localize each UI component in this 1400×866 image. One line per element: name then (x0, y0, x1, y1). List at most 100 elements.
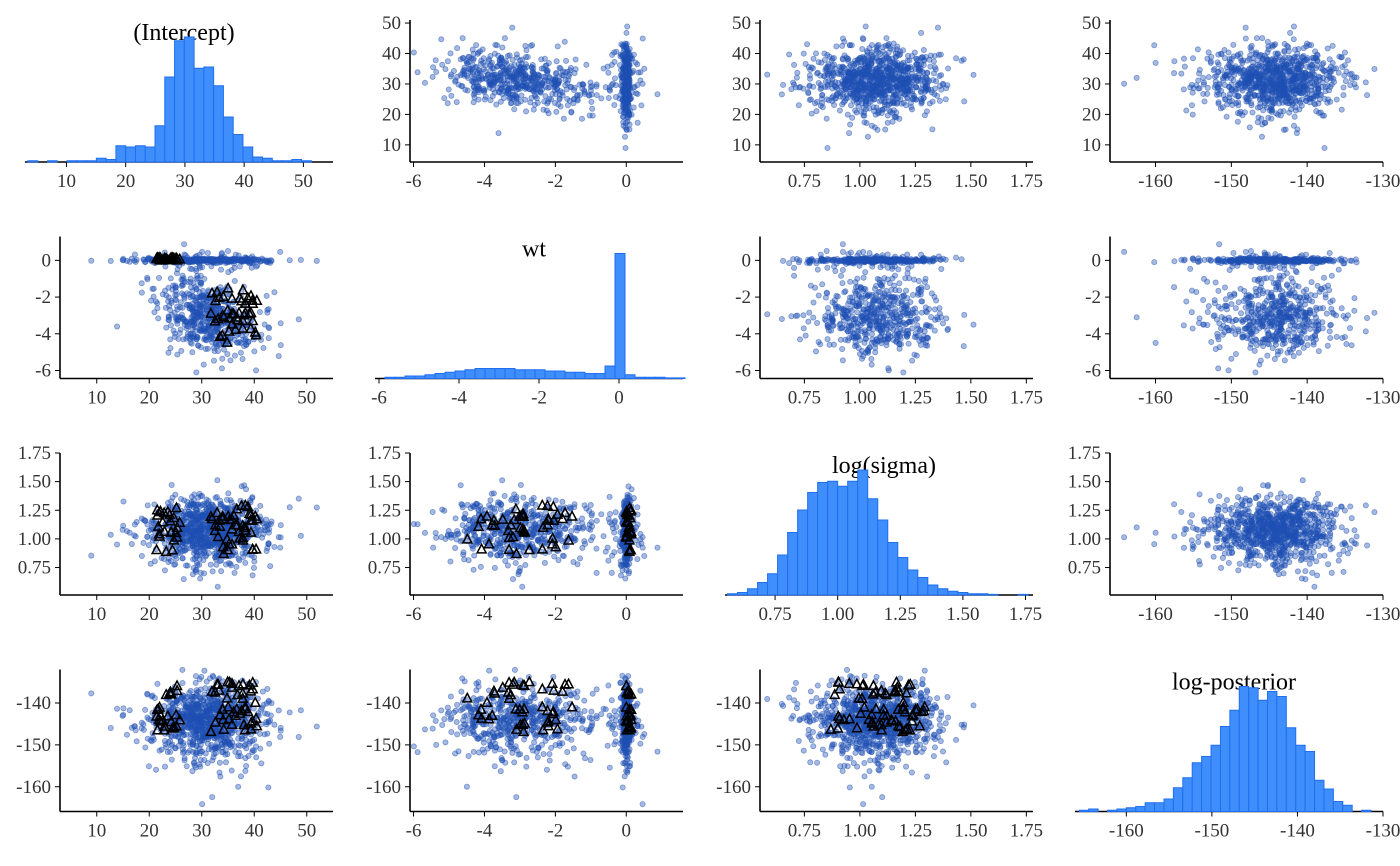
scatter-point (904, 75, 911, 82)
scatter-point (844, 111, 851, 118)
scatter-point (166, 303, 173, 310)
scatter-point (1269, 43, 1276, 50)
scatter-point (620, 122, 627, 129)
scatter-point (639, 80, 646, 87)
scatter-point (286, 257, 293, 264)
scatter-point (1344, 57, 1351, 64)
scatter-point (218, 266, 225, 273)
y-tick-label: 10 (732, 135, 751, 156)
histogram-bar (301, 160, 312, 163)
scatter-point (794, 312, 801, 319)
scatter-point (819, 281, 826, 288)
scatter-point (559, 89, 566, 96)
scatter-point (922, 342, 929, 349)
scatter-point (208, 331, 215, 338)
scatter-point (875, 110, 882, 117)
scatter-point (824, 145, 831, 152)
scatter-point (806, 82, 813, 89)
scatter-point (815, 79, 822, 86)
scatter-point (196, 326, 203, 333)
scatter-point (815, 338, 822, 345)
scatter-point (634, 82, 641, 89)
scatter-point (871, 309, 878, 316)
scatter-point (807, 66, 814, 73)
scatter-point (813, 348, 820, 355)
scatter-point (635, 69, 642, 76)
scatter-point (833, 43, 840, 50)
scatter-point (1189, 89, 1196, 96)
scatter-point (459, 70, 466, 77)
scatter-point (928, 314, 935, 321)
scatter-point (903, 287, 910, 294)
scatter-point (1205, 74, 1212, 81)
scatter-point (197, 344, 204, 351)
histogram-bar (95, 157, 107, 163)
histogram-bar (504, 368, 516, 379)
scatter-point (864, 347, 871, 354)
scatter-point (931, 327, 938, 334)
scatter-point (879, 48, 886, 55)
scatter-point (846, 42, 853, 49)
scatter-point (151, 309, 158, 316)
scatter-point (837, 320, 844, 327)
scatter-point (495, 52, 502, 59)
scatter-point (1281, 86, 1288, 93)
scatter-point (1221, 47, 1228, 54)
histogram-bar (484, 368, 496, 379)
scatter-point (622, 97, 629, 104)
scatter-point (1298, 102, 1305, 109)
scatter-point (823, 289, 830, 296)
scatter-point (860, 274, 867, 281)
scatter-point (433, 69, 440, 76)
scatter-point (1205, 49, 1212, 56)
histogram-bar (115, 145, 127, 163)
scatter-point (624, 23, 631, 30)
scatter-point (609, 80, 616, 87)
scatter-point (1287, 72, 1294, 79)
scatter-point (921, 328, 928, 335)
scatter-point (829, 318, 836, 325)
scatter-point (832, 84, 839, 91)
scatter-point (793, 74, 800, 81)
scatter-point (120, 255, 127, 262)
scatter-point (847, 90, 854, 97)
scatter-point (883, 35, 890, 42)
scatter-point (189, 307, 196, 314)
scatter-point (891, 272, 898, 279)
scatter-point (875, 49, 882, 56)
scatter-point (553, 108, 560, 115)
scatter-point (877, 302, 884, 309)
histogram-bar (634, 376, 646, 379)
scatter-point (1260, 95, 1267, 102)
scatter-point (919, 54, 926, 61)
scatter-point (583, 61, 590, 68)
scatter-point (1215, 61, 1222, 68)
y-tick-label: 30 (382, 74, 401, 95)
scatter-point (1342, 78, 1349, 85)
panel-1-2: 0.75 1.00 1.25 1.50 1.75-6-4-20 (735, 236, 1043, 409)
histogram-bar (394, 376, 406, 379)
scatter-point (862, 65, 869, 72)
scatter-point (271, 289, 278, 296)
scatter-point (611, 102, 618, 109)
scatter-point (626, 126, 633, 133)
scatter-point (934, 92, 941, 99)
scatter-point (806, 309, 813, 316)
scatter-point (920, 333, 927, 340)
scatter-point (868, 331, 875, 338)
y-tick-label: -2 (35, 287, 51, 308)
scatter-point (1266, 59, 1273, 66)
scatter-point (219, 355, 226, 362)
scatter-point (829, 256, 836, 263)
histogram-bar (574, 371, 586, 379)
scatter-point (808, 110, 815, 117)
scatter-point (862, 258, 869, 265)
scatter-point (605, 69, 612, 76)
scatter-point (620, 88, 627, 95)
scatter-point (452, 77, 459, 84)
scatter-point (611, 58, 618, 65)
scatter-point (421, 79, 428, 86)
scatter-point (265, 306, 272, 313)
x-tick-label: 0 (622, 171, 632, 192)
scatter-point (800, 312, 807, 319)
